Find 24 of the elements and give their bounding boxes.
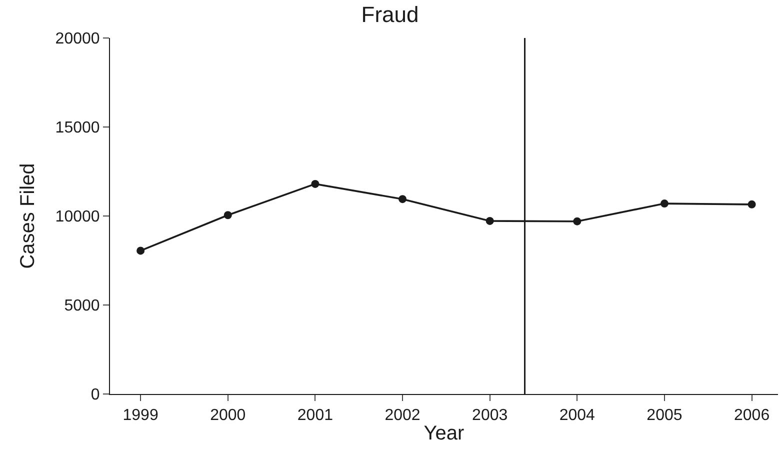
x-tick-label: 2003 — [472, 407, 508, 424]
point — [486, 216, 494, 225]
x-tick-label: 2004 — [559, 407, 596, 424]
y-tick-label: 0 — [90, 386, 100, 404]
x-tick-label: 2001 — [297, 407, 334, 424]
point — [660, 200, 668, 208]
point — [748, 200, 756, 208]
x-tick-label: 2005 — [646, 407, 682, 424]
point — [224, 211, 232, 220]
point — [311, 180, 320, 188]
x-axis-title: Year — [424, 422, 465, 445]
x-tick-label: 2006 — [734, 407, 770, 424]
chart-title: Fraud — [361, 2, 419, 28]
y-axis-title: Cases Filed — [16, 163, 39, 269]
x-tick-label: 2000 — [210, 407, 246, 424]
x-tick-label: 1999 — [122, 407, 158, 424]
x-tick-label: 2002 — [384, 407, 420, 424]
y-tick-label: 5000 — [64, 298, 100, 315]
point — [398, 195, 407, 204]
y-tick-label: 20000 — [55, 30, 100, 48]
point — [136, 246, 145, 255]
y-tick-label: 10000 — [55, 208, 100, 226]
y-tick-label: 15000 — [55, 120, 100, 137]
point — [573, 217, 582, 226]
